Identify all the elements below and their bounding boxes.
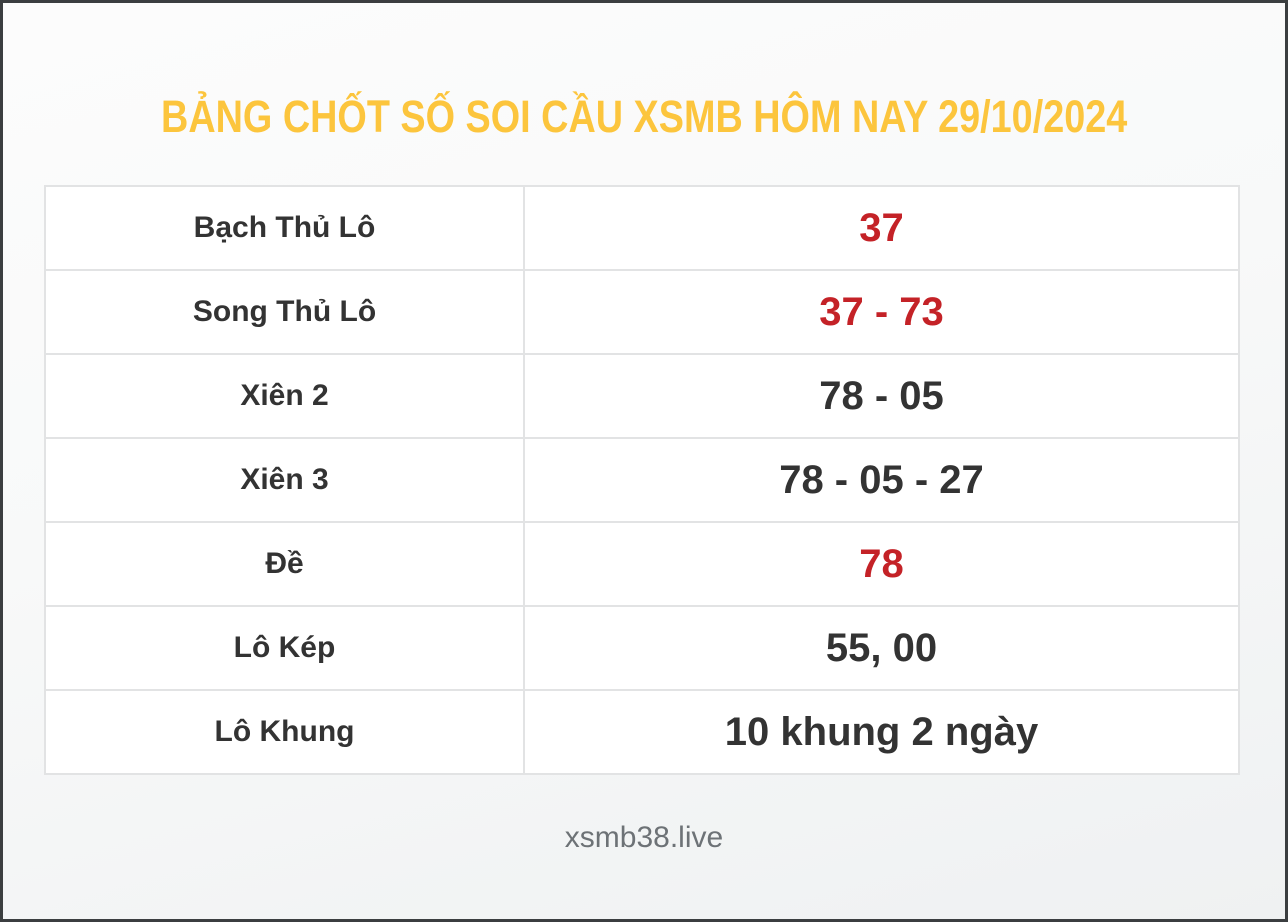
row-label: Lô Khung bbox=[44, 689, 525, 775]
prediction-table: Bạch Thủ Lô 37 Song Thủ Lô 37 - 73 Xiên … bbox=[44, 185, 1240, 775]
page-title: BẢNG CHỐT SỐ SOI CẦU XSMB HÔM NAY 29/10/… bbox=[3, 91, 1285, 143]
row-label: Lô Kép bbox=[44, 605, 525, 691]
row-value: 10 khung 2 ngày bbox=[523, 689, 1240, 775]
row-label: Xiên 2 bbox=[44, 353, 525, 439]
row-label: Song Thủ Lô bbox=[44, 269, 525, 355]
row-label: Xiên 3 bbox=[44, 437, 525, 523]
row-value: 37 - 73 bbox=[523, 269, 1240, 355]
table-row: Xiên 2 78 - 05 bbox=[44, 353, 1240, 439]
row-value: 37 bbox=[523, 185, 1240, 271]
row-value: 55, 00 bbox=[523, 605, 1240, 691]
row-label: Bạch Thủ Lô bbox=[44, 185, 525, 271]
table-row: Đề 78 bbox=[44, 521, 1240, 607]
table-row: Lô Khung 10 khung 2 ngày bbox=[44, 689, 1240, 775]
table-row: Bạch Thủ Lô 37 bbox=[44, 185, 1240, 271]
row-value: 78 - 05 bbox=[523, 353, 1240, 439]
site-domain-text: xsmb38.live bbox=[564, 821, 724, 854]
prediction-table-body: Bạch Thủ Lô 37 Song Thủ Lô 37 - 73 Xiên … bbox=[44, 185, 1240, 775]
table-row: Lô Kép 55, 00 bbox=[44, 605, 1240, 691]
table-row: Xiên 3 78 - 05 - 27 bbox=[44, 437, 1240, 523]
row-label: Đề bbox=[44, 521, 525, 607]
row-value: 78 bbox=[523, 521, 1240, 607]
page-title-text: BẢNG CHỐT SỐ SOI CẦU XSMB HÔM NAY 29/10/… bbox=[160, 91, 1128, 142]
row-value: 78 - 05 - 27 bbox=[523, 437, 1240, 523]
table-row: Song Thủ Lô 37 - 73 bbox=[44, 269, 1240, 355]
